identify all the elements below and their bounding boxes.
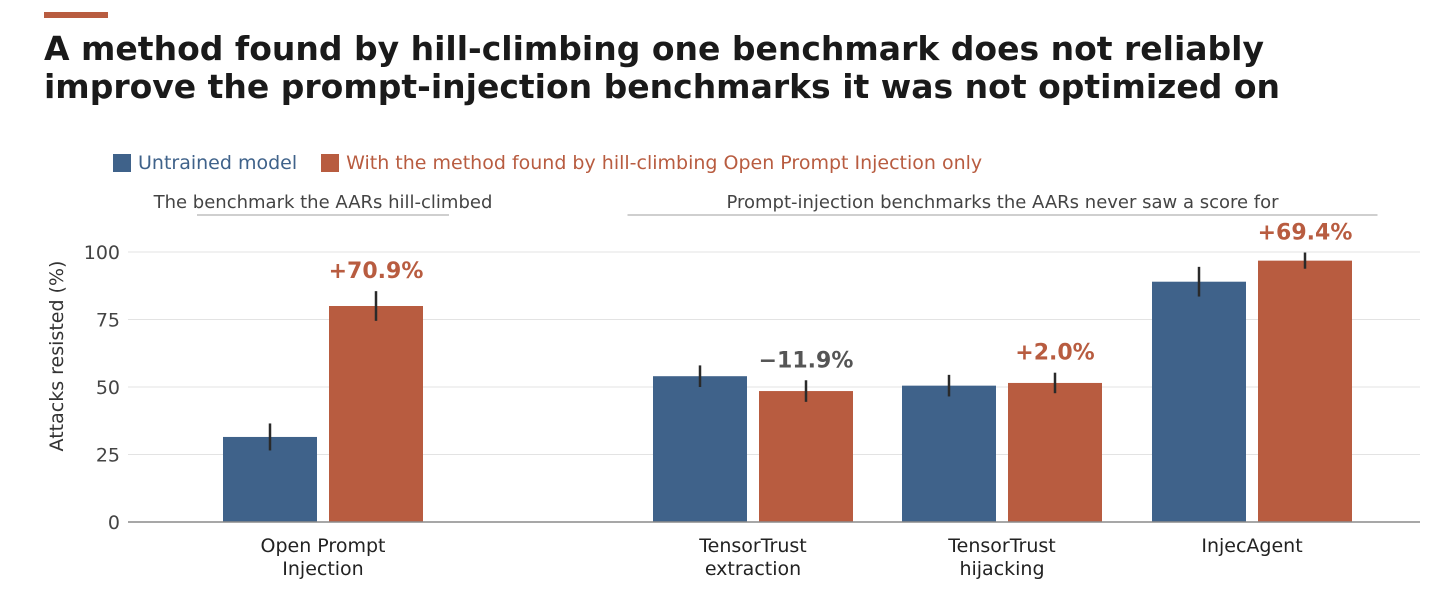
y-axis-label: Attacks resisted (%): [46, 261, 68, 452]
legend-item-method: With the method found by hill-climbing O…: [321, 152, 982, 174]
legend-label-untrained: Untrained model: [138, 152, 298, 174]
y-tick-label: 100: [84, 242, 120, 264]
x-tick-label: Injection: [282, 558, 363, 580]
y-tick-label: 25: [96, 445, 120, 467]
x-tick-label: extraction: [705, 558, 801, 580]
y-tick-label: 50: [96, 377, 120, 399]
title-line-2: improve the prompt-injection benchmarks …: [44, 67, 1281, 106]
bar: [1008, 382, 1102, 522]
delta-annotation: +2.0%: [1015, 341, 1094, 366]
group-label: The benchmark the AARs hill-climbed: [153, 192, 493, 213]
chart-title: A method found by hill-climbing one benc…: [44, 30, 1404, 106]
legend-swatch-untrained: [113, 154, 131, 172]
legend-label-method: With the method found by hill-climbing O…: [346, 152, 983, 174]
x-tick-label: hijacking: [959, 558, 1044, 580]
title-accent-bar: [44, 12, 108, 18]
bar: [759, 391, 853, 522]
bar: [223, 436, 317, 522]
delta-annotation: −11.9%: [759, 348, 854, 373]
bar: [1152, 281, 1246, 522]
x-tick-label: TensorTrust: [698, 535, 806, 557]
legend-swatch-method: [321, 154, 340, 172]
title-line-1: A method found by hill-climbing one benc…: [44, 29, 1265, 68]
group-label: Prompt-injection benchmarks the AARs nev…: [726, 192, 1279, 213]
y-tick-label: 0: [108, 512, 120, 534]
x-tick-label: Open Prompt: [261, 535, 386, 557]
y-tick-label: 75: [96, 310, 120, 332]
bar: [902, 385, 996, 522]
x-tick-label: InjecAgent: [1201, 535, 1302, 557]
delta-annotation: +70.9%: [329, 259, 424, 284]
legend-item-untrained: Untrained model: [113, 152, 297, 174]
x-tick-label: TensorTrust: [947, 535, 1055, 557]
bar: [653, 376, 747, 522]
bar: [329, 306, 423, 522]
legend: Untrained model With the method found by…: [113, 152, 1006, 174]
delta-annotation: +69.4%: [1258, 221, 1353, 246]
bar: [1258, 260, 1352, 522]
